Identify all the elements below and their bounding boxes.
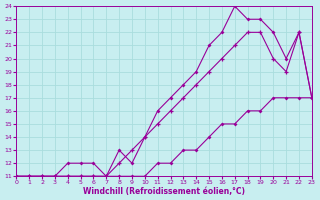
X-axis label: Windchill (Refroidissement éolien,°C): Windchill (Refroidissement éolien,°C) bbox=[83, 187, 245, 196]
